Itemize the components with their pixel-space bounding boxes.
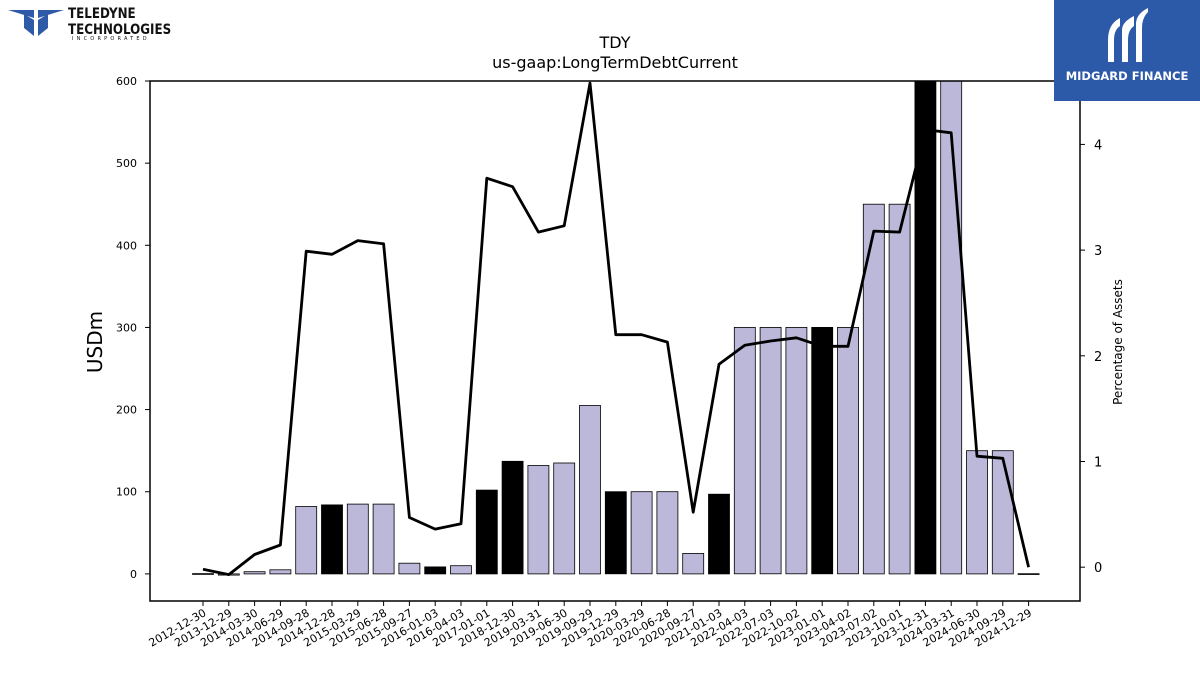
bar-2019-06-30: [553, 462, 576, 575]
bar-2016-04-03: [450, 565, 472, 575]
bar-2023-07-02: [862, 203, 885, 575]
teledyne-emblem-icon: [8, 10, 64, 36]
y-tick-label-400: 400: [116, 239, 137, 252]
bar-2015-09-27: [398, 562, 421, 575]
bar-2018-12-30: [501, 460, 524, 575]
chart-subtitle: us-gaap:LongTermDebtCurrent: [492, 53, 738, 72]
bar-2015-06-28: [372, 503, 395, 575]
bar-2022-10-02: [785, 326, 808, 575]
y2-tick-label-0: 0: [1094, 561, 1102, 576]
percentage-line: [202, 81, 1030, 576]
bar-2019-09-29: [579, 405, 601, 575]
y2-axis-label: Percentage of Assets: [1111, 279, 1125, 405]
y-tick-label-0: 0: [130, 568, 137, 581]
y-axis-label: USDm: [83, 311, 107, 373]
chart-title: TDY: [599, 33, 631, 52]
bar-2020-06-28: [656, 491, 679, 575]
y-tick-label-100: 100: [116, 486, 137, 499]
teledyne-name: TELEDYNE TECHNOLOGIES: [68, 6, 171, 38]
y-tick-label-500: 500: [116, 157, 137, 170]
teledyne-logo: TELEDYNE TECHNOLOGIES INCORPORATED: [6, 6, 176, 46]
midgard-finance-logo: MIDGARD FINANCE: [1054, 0, 1200, 101]
y-axis-right: 0 1 2 3 4: [1080, 138, 1102, 576]
bar-2024-09-29: [991, 450, 1014, 575]
teledyne-line1: TELEDYNE: [68, 6, 136, 22]
midgard-emblem-icon: [1108, 8, 1148, 62]
bar-2014-12-28: [321, 504, 343, 575]
bar-2020-09-27: [682, 553, 705, 575]
midgard-finance-text: MIDGARD FINANCE: [1065, 69, 1189, 83]
y-tick-label-300: 300: [116, 321, 137, 334]
bar-2024-06-30: [966, 450, 988, 575]
bar-2022-07-03: [759, 326, 782, 575]
bar-2012-12-30: [192, 573, 214, 575]
bar-series: [192, 80, 1040, 576]
y2-tick-label-3: 3: [1094, 244, 1102, 259]
plot-frame: [149, 80, 1081, 602]
bar-2015-03-29: [346, 503, 369, 575]
bar-2019-03-31: [527, 465, 550, 575]
bar-2023-10-01: [888, 203, 911, 575]
bar-2017-01-01: [475, 489, 498, 575]
teledyne-subtitle: INCORPORATED: [72, 36, 150, 42]
bar-2014-03-30: [243, 571, 266, 575]
bar-2019-12-29: [604, 491, 627, 575]
y-tick-label-200: 200: [116, 404, 137, 417]
bar-2016-01-03: [424, 566, 447, 575]
bar-2022-04-03: [733, 326, 756, 575]
teledyne-line2: TECHNOLOGIES: [68, 22, 172, 38]
bar-2024-12-29: [1017, 573, 1040, 575]
y2-tick-label-4: 4: [1094, 138, 1102, 153]
percentage-line-series: [202, 81, 1030, 576]
y-tick-label-600: 600: [116, 75, 137, 88]
x-axis: 2012-12-302013-12-292014-03-302014-06-29…: [147, 601, 1034, 650]
bar-2020-03-29: [630, 491, 653, 575]
bar-2023-04-02: [837, 326, 859, 575]
y2-tick-label-2: 2: [1094, 350, 1102, 365]
bar-2021-01-03: [708, 493, 730, 575]
bar-2014-09-28: [295, 506, 318, 575]
bar-2014-06-29: [269, 569, 292, 575]
bar-2023-01-01: [811, 326, 834, 575]
y2-tick-label-1: 1: [1094, 455, 1102, 470]
y-axis-left: 0 100 200 300 400 500 600: [116, 75, 150, 581]
bar-2024-03-31: [940, 80, 963, 575]
